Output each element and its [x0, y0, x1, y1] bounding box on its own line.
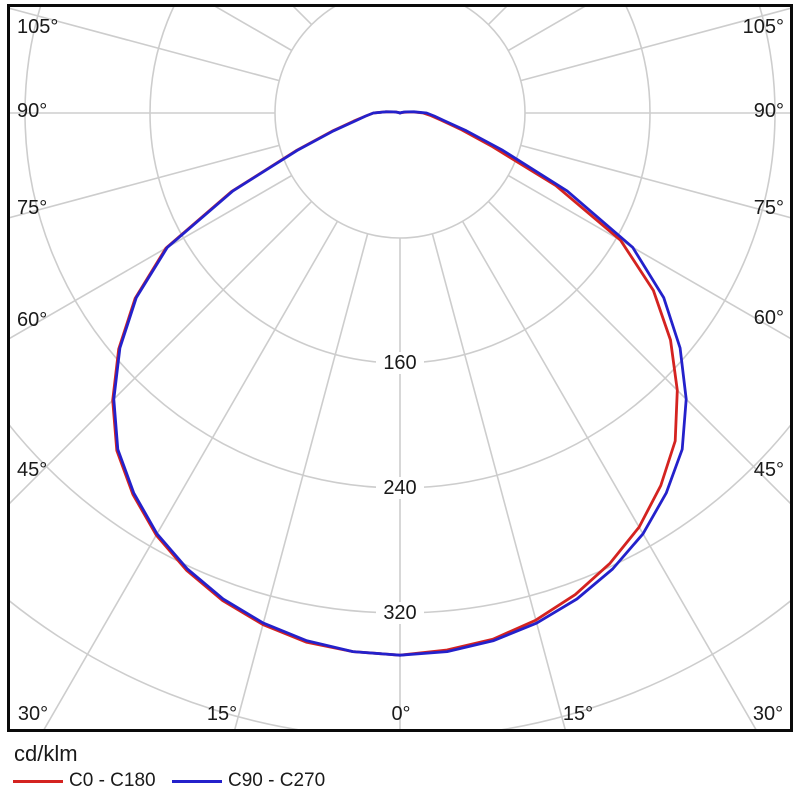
- angle-label-right-90: 90°: [754, 100, 784, 122]
- angle-label-bottom-0: 30°: [18, 703, 48, 725]
- angle-label-left-60: 60°: [17, 309, 47, 331]
- grid-ray-105deg: [520, 7, 792, 82]
- grid-ray-345deg: [233, 233, 369, 731]
- angle-label-bottom-4: 30°: [753, 703, 783, 725]
- grid-ray-285deg: [8, 144, 280, 219]
- angle-label-bottom-1: 15°: [207, 703, 237, 725]
- grid-ray-15deg: [431, 233, 567, 731]
- angle-label-right-45: 45°: [754, 459, 784, 481]
- angle-labels: 105° 90° 75° 60° 45° 105° 90° 75° 60° 45° 30° 15° 0°…: [17, 16, 784, 725]
- ring-label-backplate: [376, 602, 424, 624]
- angle-label-left-45: 45°: [17, 459, 47, 481]
- angle-label-bottom-2: 0°: [391, 703, 410, 725]
- legend-entry-c90-c270: C90 - C270: [172, 769, 325, 793]
- angle-label-left-90: 90°: [17, 100, 47, 122]
- ring-label-160: 160: [383, 352, 416, 374]
- c90-c270-line-swatch: [172, 779, 222, 783]
- c0-c180-line-swatch: [13, 779, 63, 783]
- grid-ray-300deg: [8, 174, 293, 341]
- legend-entry-label: C0 - C180: [69, 770, 156, 791]
- grid-ray-255deg: [8, 7, 280, 82]
- legend-entry-label: C90 - C270: [228, 770, 326, 791]
- grid-ray-315deg: [8, 200, 313, 507]
- angle-label-left-75: 75°: [17, 197, 47, 219]
- legend-unit-label: cd/klm: [14, 741, 78, 766]
- grid-ray-75deg: [520, 144, 792, 219]
- grid-ray-30deg: [461, 220, 758, 731]
- ring-label-backplate: [376, 477, 424, 499]
- grid-ray-45deg: [487, 200, 792, 507]
- angle-label-right-105: 105°: [743, 16, 784, 38]
- ring-label-240: 240: [383, 477, 416, 499]
- angle-label-bottom-3: 15°: [563, 703, 593, 725]
- angle-label-right-60: 60°: [754, 307, 784, 329]
- ring-label-320: 320: [383, 602, 416, 624]
- ring-label-backplate: [376, 352, 424, 374]
- c90-c270-curve: [112, 110, 688, 657]
- ring-value-labels: 160 240 320: [376, 352, 424, 624]
- chart-frame: [7, 4, 793, 732]
- legend-entries: C0 - C180 C90 - C270: [0, 769, 800, 793]
- legend-entry-c0-c180: C0 - C180: [13, 769, 156, 793]
- grid-ray-330deg: [42, 220, 339, 731]
- angle-label-left-105: 105°: [17, 16, 58, 38]
- grid-ray-60deg: [507, 174, 792, 341]
- grid-ring-80: [274, 5, 526, 239]
- angle-label-right-75: 75°: [754, 197, 784, 219]
